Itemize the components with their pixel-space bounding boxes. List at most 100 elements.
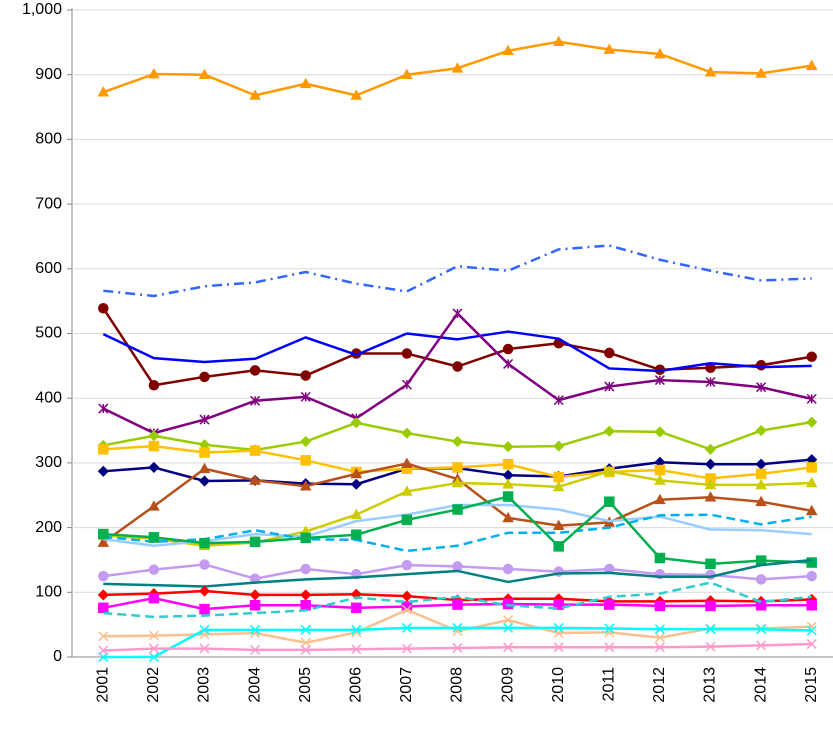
x-tick-label: 2006 <box>348 667 365 703</box>
marker <box>451 62 464 73</box>
marker <box>401 457 413 468</box>
x-tick-label: 2008 <box>449 667 466 703</box>
marker <box>401 604 412 615</box>
marker <box>401 68 413 80</box>
marker <box>148 440 160 452</box>
marker <box>350 467 363 479</box>
marker <box>198 68 211 80</box>
marker <box>654 642 665 653</box>
marker <box>148 461 160 473</box>
y-tick-label: 1,000 <box>22 1 62 18</box>
marker <box>199 624 210 635</box>
marker <box>97 536 110 547</box>
marker <box>401 559 413 571</box>
marker <box>553 622 564 633</box>
marker <box>552 519 565 531</box>
marker <box>755 67 767 78</box>
marker <box>553 440 565 452</box>
marker <box>705 624 716 635</box>
marker <box>654 375 665 386</box>
marker <box>805 504 818 516</box>
marker <box>553 395 564 406</box>
marker <box>806 625 817 636</box>
marker <box>250 644 261 655</box>
marker <box>755 495 767 507</box>
marker <box>98 645 109 656</box>
marker <box>755 458 767 470</box>
marker <box>98 570 109 582</box>
x-tick-label: 2007 <box>398 667 415 703</box>
series-line <box>103 558 812 588</box>
marker <box>300 637 311 648</box>
y-tick-label: 400 <box>35 389 62 406</box>
marker <box>654 624 665 635</box>
marker <box>502 458 514 470</box>
marker <box>299 480 312 491</box>
marker <box>199 559 210 570</box>
marker <box>250 395 261 406</box>
marker <box>351 624 362 635</box>
marker <box>604 347 615 359</box>
y-tick-label: 0 <box>53 648 62 665</box>
marker <box>199 537 210 549</box>
marker <box>452 361 463 372</box>
marker <box>806 393 817 404</box>
marker <box>300 644 311 655</box>
marker <box>198 585 211 597</box>
marker <box>654 464 666 476</box>
marker <box>705 376 716 388</box>
marker <box>300 589 312 601</box>
series-line <box>103 244 812 298</box>
marker <box>502 598 514 610</box>
marker <box>451 476 464 488</box>
marker <box>300 532 311 544</box>
marker <box>452 308 463 319</box>
marker <box>806 351 817 363</box>
marker <box>553 599 564 610</box>
marker <box>503 615 514 626</box>
series-line <box>102 330 812 373</box>
x-tick-label: 2001 <box>95 667 112 703</box>
marker <box>401 427 413 439</box>
marker <box>148 68 160 79</box>
marker <box>704 491 717 502</box>
marker <box>502 343 514 355</box>
marker <box>351 602 362 614</box>
x-tick-label: 2004 <box>246 667 263 703</box>
marker <box>755 468 767 480</box>
marker <box>148 651 159 663</box>
x-tick-label: 2009 <box>499 667 516 703</box>
marker <box>350 478 362 490</box>
marker <box>805 476 818 488</box>
marker <box>806 462 817 473</box>
marker <box>805 59 818 70</box>
marker <box>401 643 412 654</box>
marker <box>654 552 666 564</box>
series-line <box>103 513 812 553</box>
marker <box>148 532 160 543</box>
marker <box>553 471 564 483</box>
marker <box>300 599 311 611</box>
marker <box>401 514 413 526</box>
marker <box>704 66 717 77</box>
y-tick-label: 900 <box>35 66 62 83</box>
marker <box>705 558 716 570</box>
x-tick-label: 2005 <box>297 667 314 703</box>
marker <box>502 491 514 502</box>
marker <box>552 480 565 492</box>
marker <box>503 358 514 369</box>
marker <box>452 622 463 633</box>
marker <box>704 443 717 455</box>
marker <box>401 348 413 359</box>
marker <box>351 529 362 540</box>
series-line <box>102 307 812 387</box>
marker <box>654 426 666 438</box>
marker <box>199 414 210 425</box>
x-tick-label: 2013 <box>702 667 719 703</box>
marker <box>250 624 261 635</box>
x-tick-label: 2003 <box>196 667 213 703</box>
marker <box>98 303 109 314</box>
marker <box>654 632 665 643</box>
marker <box>401 622 412 633</box>
